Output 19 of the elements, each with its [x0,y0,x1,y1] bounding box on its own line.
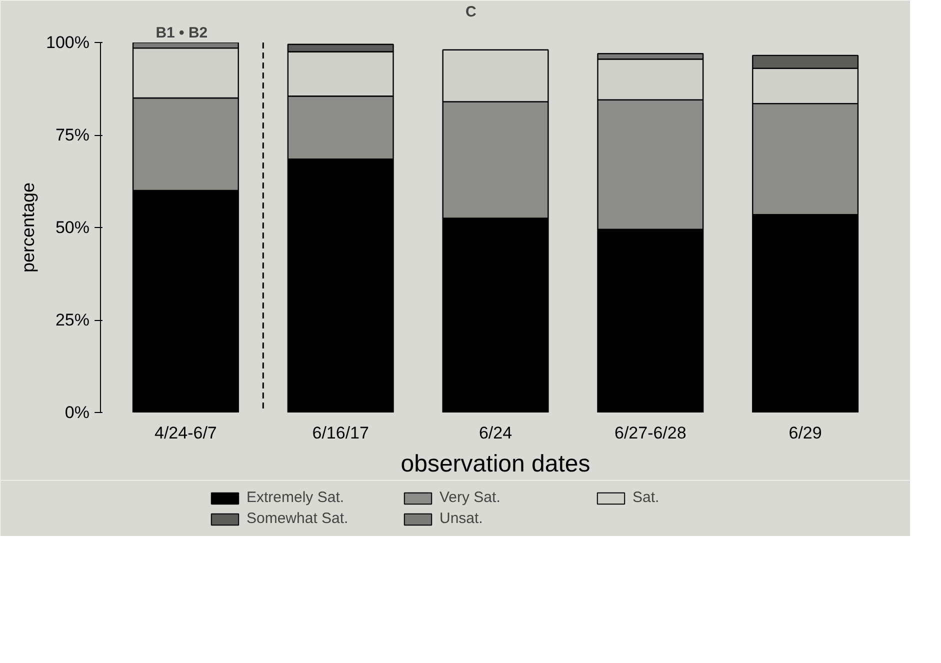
text: B1 • B2 [156,24,208,42]
x-tick-label: 6/24 [478,424,512,442]
legend-label: Unsat. [440,510,484,527]
y-tick-label: 75% [55,126,90,144]
y-tick-label: 0% [64,403,90,422]
legend-label: Sat. [632,489,660,506]
y-tick-label: 25% [55,310,90,330]
legend-label: Extremely Sat. [246,489,346,506]
legend-label: Somewhat Sat. [246,510,350,527]
text: C [466,4,476,20]
x-tick-label: 6/29 [788,424,822,442]
legend-label: Very Sat. [440,489,502,506]
x-tick-label: 4/24-6/7 [154,424,217,442]
y-tick-label: 50% [55,218,90,237]
y-tick-label: 100% [46,33,90,52]
x-tick-label: 6/27-6/28 [614,424,686,442]
x-tick-label: 6/16/17 [312,424,369,442]
x-axis-title: observation dates [400,450,590,478]
y-axis-title: percentage [18,182,38,273]
